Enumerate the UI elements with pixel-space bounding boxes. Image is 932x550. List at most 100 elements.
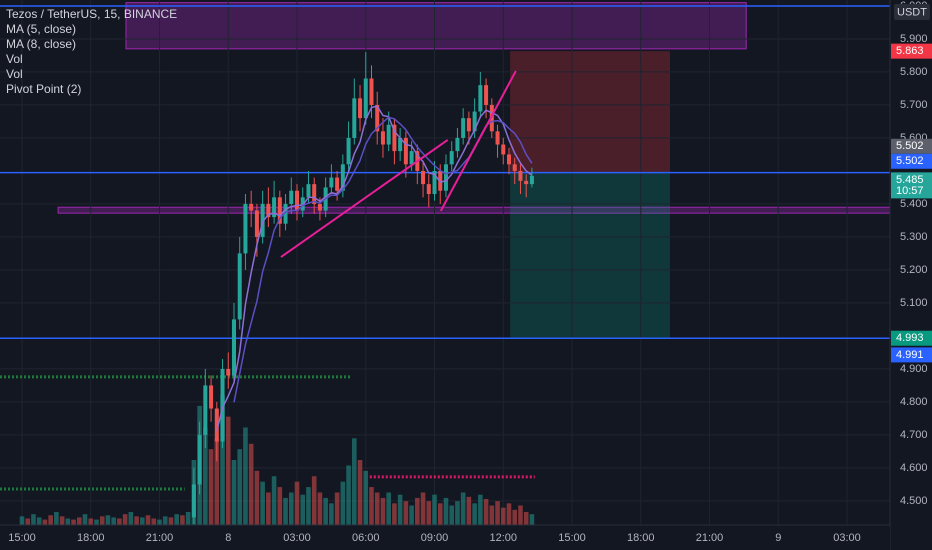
chart-title: Tezos / TetherUS, 15, BINANCE — [6, 7, 177, 21]
volume-bar — [88, 518, 94, 525]
candle-body — [231, 319, 236, 376]
volume-bar — [122, 514, 128, 525]
price-axis — [890, 0, 932, 550]
candle-body — [260, 203, 265, 237]
moving-average — [216, 105, 533, 432]
volume-bar — [25, 518, 31, 525]
candle-body — [461, 118, 466, 138]
candle-body — [512, 164, 517, 171]
volume-bar — [48, 515, 53, 525]
time-axis — [0, 525, 890, 550]
volume-bar — [248, 443, 254, 525]
candle-body — [501, 144, 506, 155]
price-label: 4.991 — [896, 349, 924, 361]
indicator-label: Vol — [6, 52, 23, 66]
y-tick-label: 5.900 — [900, 33, 928, 45]
price-label-box — [891, 330, 932, 346]
volume-bar — [483, 499, 489, 525]
volume-bar — [82, 514, 88, 525]
candle-body — [426, 184, 431, 195]
x-tick-label: 03:00 — [833, 532, 861, 544]
candle-body — [466, 118, 471, 132]
volume-bar — [397, 494, 403, 525]
candle-body — [455, 137, 460, 152]
candle-body — [203, 385, 208, 435]
candle-body — [249, 203, 254, 211]
volume-bar — [506, 503, 512, 525]
volume-bar — [19, 516, 25, 525]
volume-bar — [277, 487, 283, 525]
x-tick-label: 12:00 — [490, 532, 518, 544]
volume-bar — [311, 476, 317, 525]
indicator-label: Vol — [6, 67, 23, 81]
volume-bar — [42, 519, 48, 525]
zone — [125, 2, 747, 50]
x-tick-label: 15:00 — [8, 532, 36, 544]
y-tick-label: 5.700 — [900, 99, 928, 111]
candle-body — [226, 368, 231, 376]
y-tick-label: 4.500 — [900, 495, 928, 507]
volume-bar — [54, 512, 59, 525]
candle-body — [375, 104, 380, 132]
volume-bar — [174, 514, 179, 525]
candle-body — [484, 85, 489, 105]
volume-bar — [472, 503, 477, 525]
trendline — [280, 139, 449, 258]
price-label-box — [891, 43, 932, 59]
price-label: 4.993 — [896, 332, 924, 344]
volume-bar — [449, 505, 454, 525]
volume-bar — [260, 481, 265, 525]
y-tick-label: 4.800 — [900, 396, 928, 408]
volume-bar — [432, 494, 437, 525]
volume-bar — [386, 492, 391, 525]
price-label: 5.502 — [896, 140, 924, 152]
candle-body — [421, 170, 426, 185]
y-tick-label: 4.600 — [900, 462, 928, 474]
zone — [510, 172, 670, 339]
candle-body — [524, 180, 529, 185]
y-tick-label: 5.100 — [900, 297, 928, 309]
volume-bar — [409, 505, 414, 525]
volume-bar — [157, 519, 162, 525]
candle-body — [272, 197, 277, 218]
volume-bar — [128, 512, 134, 525]
price-label-box — [891, 172, 932, 199]
volume-bar — [426, 501, 432, 525]
trendline — [439, 70, 517, 212]
volume-bar — [77, 517, 82, 525]
price-label-box — [891, 138, 932, 154]
volume-bar — [500, 507, 506, 525]
candle-body — [214, 408, 219, 442]
volume-bar — [225, 416, 231, 525]
candle-body — [254, 210, 259, 237]
volume-bar — [529, 514, 535, 525]
candle-body — [449, 151, 454, 165]
volume-bar — [317, 492, 323, 525]
volume-bar — [443, 497, 449, 525]
volume-bar — [489, 505, 495, 525]
volume-bar — [105, 515, 111, 525]
price-label: 5.485 — [896, 174, 924, 186]
x-tick-label: 21:00 — [146, 532, 174, 544]
x-tick-label: 18:00 — [627, 532, 655, 544]
volume-bar — [415, 497, 420, 525]
indicator-label: Pivot Point (2) — [6, 82, 81, 96]
candle-body — [346, 137, 351, 165]
candle-body — [506, 154, 512, 165]
candle-body — [352, 98, 357, 138]
candle-body — [306, 184, 311, 198]
volume-bar — [300, 494, 306, 525]
x-tick-label: 03:00 — [283, 532, 311, 544]
y-tick-label: 5.300 — [900, 231, 928, 243]
price-label: 5.863 — [896, 45, 924, 57]
volume-bar — [266, 492, 271, 525]
volume-bar — [94, 519, 99, 525]
y-tick-label: 5.200 — [900, 264, 928, 276]
candle-body — [243, 203, 248, 254]
volume-bar — [145, 515, 151, 525]
volume-bar — [237, 449, 243, 525]
candle-body — [220, 368, 225, 442]
volume-bar — [59, 516, 65, 525]
candle-body — [489, 104, 494, 132]
